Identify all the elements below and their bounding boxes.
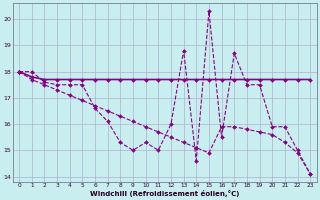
X-axis label: Windchill (Refroidissement éolien,°C): Windchill (Refroidissement éolien,°C) (90, 190, 239, 197)
